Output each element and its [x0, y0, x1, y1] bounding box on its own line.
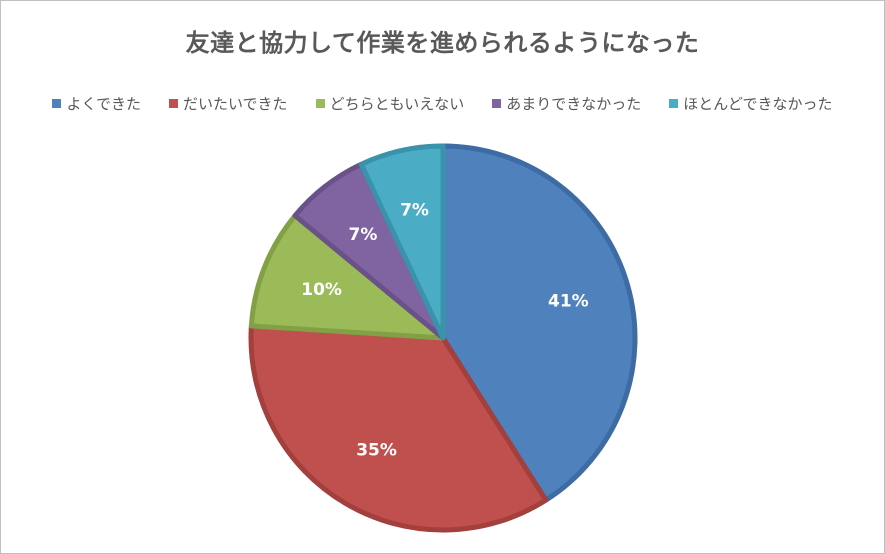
legend-swatch: [315, 99, 325, 108]
legend-item: あまりできなかった: [492, 93, 641, 114]
legend-item: だいたいできた: [169, 93, 288, 114]
legend-swatch: [669, 99, 679, 108]
chart-title: 友達と協力して作業を進められるようになった: [185, 29, 700, 57]
legend-label: だいたいできた: [183, 95, 288, 113]
data-label: 10%: [301, 280, 342, 300]
legend-label: どちらともいえない: [329, 95, 465, 113]
legend-swatch: [169, 99, 178, 108]
legend: よくできた だいたいできた どちらともいえない あまりできなかった ほとんどでき…: [1, 93, 884, 114]
legend-label: あまりできなかった: [506, 95, 642, 113]
legend-swatch: [492, 99, 502, 108]
legend-item: よくできた: [52, 93, 141, 114]
data-label: 7%: [400, 201, 429, 221]
legend-swatch: [52, 99, 62, 108]
pie-slice: [358, 143, 446, 341]
legend-label: ほとんどできなかった: [683, 95, 833, 113]
legend-item: どちらともいえない: [315, 93, 465, 114]
data-label: 35%: [356, 440, 397, 460]
data-label: 41%: [548, 292, 589, 312]
data-label: 7%: [349, 225, 378, 245]
pie-slice: [248, 323, 549, 533]
legend-item: ほとんどできなかった: [669, 93, 833, 114]
pie-slice: [248, 213, 446, 341]
legend-label: よくできた: [66, 95, 141, 113]
